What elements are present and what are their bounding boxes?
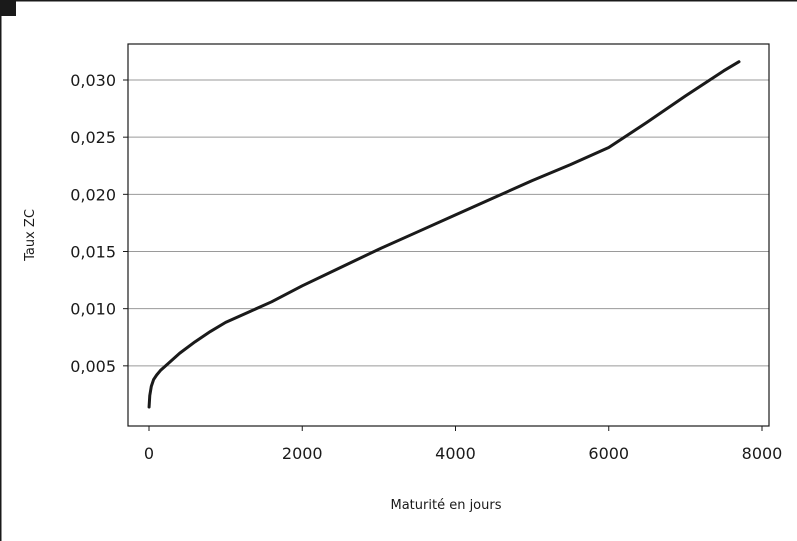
y-tick-label: 0,010 [70, 300, 116, 319]
y-axis-title: Taux ZC [23, 209, 38, 262]
x-tick-label: 8000 [742, 444, 783, 463]
y-tick-label: 0,020 [70, 185, 116, 204]
x-tick-label: 6000 [588, 444, 629, 463]
y-tick-label: 0,015 [70, 243, 116, 262]
x-tick-label: 2000 [282, 444, 323, 463]
corner-block [0, 0, 16, 16]
y-tick-label: 0,030 [70, 71, 116, 90]
y-tick-label: 0,025 [70, 128, 116, 147]
gridlines [128, 79, 769, 367]
y-tick-label: 0,005 [70, 357, 116, 376]
plot-frame [127, 43, 770, 427]
x-axis-title: Maturité en jours [391, 498, 502, 513]
y-axis-ticks: 0,005 0,010 0,015 0,020 0,025 0,030 [70, 71, 128, 376]
x-axis-ticks: 0 2000 4000 6000 8000 [144, 426, 782, 463]
series-line [147, 60, 741, 409]
x-tick-label: 4000 [435, 444, 476, 463]
x-tick-label: 0 [144, 444, 154, 463]
